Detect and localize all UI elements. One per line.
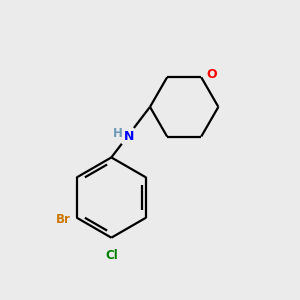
- Text: Cl: Cl: [105, 249, 118, 262]
- Text: N: N: [124, 130, 134, 143]
- Text: O: O: [207, 68, 217, 81]
- Text: H: H: [113, 127, 123, 140]
- Text: Br: Br: [56, 213, 71, 226]
